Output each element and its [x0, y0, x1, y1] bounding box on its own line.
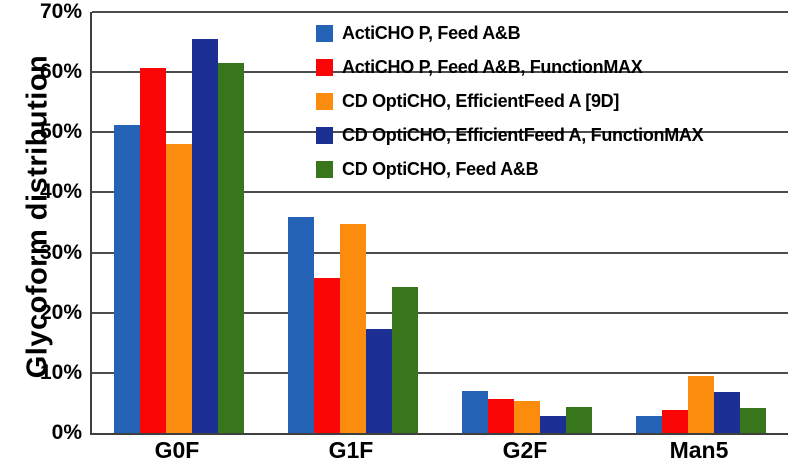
legend-label: ActiCHO P, Feed A&B — [342, 22, 521, 43]
x-tick-label-G0F: G0F — [154, 437, 200, 463]
bar-G2F-series-3 — [540, 415, 566, 433]
y-tick-label: 60% — [39, 60, 82, 84]
y-tick-label: 10% — [39, 360, 82, 384]
bar-Man5-series-2 — [688, 375, 714, 433]
bar-G2F-series-2 — [514, 401, 540, 433]
x-tick-label-Man5: Man5 — [669, 437, 729, 463]
gridline-40 — [92, 191, 788, 194]
legend-label: ActiCHO P, Feed A&B, FunctionMAX — [342, 56, 643, 77]
x-tick-label-G1F: G1F — [328, 437, 374, 463]
plot-area — [90, 11, 788, 435]
bar-G0F-series-3 — [192, 39, 218, 433]
legend-item: ActiCHO P, Feed A&B, FunctionMAX — [316, 50, 703, 84]
bar-G0F-series-4 — [218, 63, 244, 433]
legend-item: ActiCHO P, Feed A&B — [316, 16, 703, 50]
bar-Man5-series-4 — [740, 408, 766, 433]
bar-Man5-series-3 — [714, 391, 740, 433]
gridline-20 — [92, 311, 788, 314]
y-tick-label: 50% — [39, 120, 82, 144]
bar-G1F-series-3 — [366, 328, 392, 433]
legend: ActiCHO P, Feed A&B ActiCHO P, Feed A&B, … — [316, 16, 704, 186]
bar-Man5-series-0 — [636, 415, 662, 433]
gridline-10 — [92, 371, 788, 374]
legend-label: CD OptiCHO, EfficientFeed A [9D] — [342, 90, 620, 111]
x-tick-label-G2F: G2F — [502, 437, 548, 463]
bar-G1F-series-4 — [392, 287, 418, 433]
legend-label: CD OptiCHO, Feed A&B — [342, 158, 539, 179]
legend-swatch-icon — [316, 24, 333, 42]
y-tick-label: 30% — [39, 240, 82, 264]
bar-Man5-series-1 — [662, 410, 688, 433]
bar-G1F-series-2 — [340, 224, 366, 433]
legend-item: CD OptiCHO, EfficientFeed A, FunctionMAX — [316, 118, 704, 152]
gridline-60 — [92, 71, 788, 74]
legend-swatch-icon — [316, 160, 333, 178]
legend-swatch-icon — [316, 92, 333, 110]
gridline-70 — [92, 11, 788, 13]
y-tick-label: 20% — [39, 300, 82, 324]
bar-G0F-series-0 — [114, 125, 140, 433]
y-tick-label: 0% — [51, 421, 82, 444]
legend-label: CD OptiCHO, EfficientFeed A, FunctionMAX — [342, 124, 704, 145]
gridline-50 — [92, 131, 788, 134]
bar-G1F-series-1 — [314, 277, 340, 433]
bar-G2F-series-4 — [566, 406, 592, 433]
bar-G0F-series-2 — [166, 144, 192, 433]
legend-item: CD OptiCHO, Feed A&B — [316, 152, 703, 186]
bar-G2F-series-0 — [462, 390, 488, 433]
gridline-30 — [92, 251, 788, 254]
legend-item: CD OptiCHO, EfficientFeed A [9D] — [316, 84, 703, 118]
y-axis-title: Glycoform distribution — [21, 54, 54, 379]
y-tick-label: 40% — [39, 180, 82, 204]
legend-swatch-icon — [316, 126, 333, 144]
bar-G1F-series-0 — [288, 217, 314, 433]
bar-G2F-series-1 — [488, 399, 514, 433]
y-tick-label: 70% — [39, 0, 82, 23]
bar-G0F-series-1 — [140, 67, 166, 433]
legend-swatch-icon — [316, 58, 333, 76]
